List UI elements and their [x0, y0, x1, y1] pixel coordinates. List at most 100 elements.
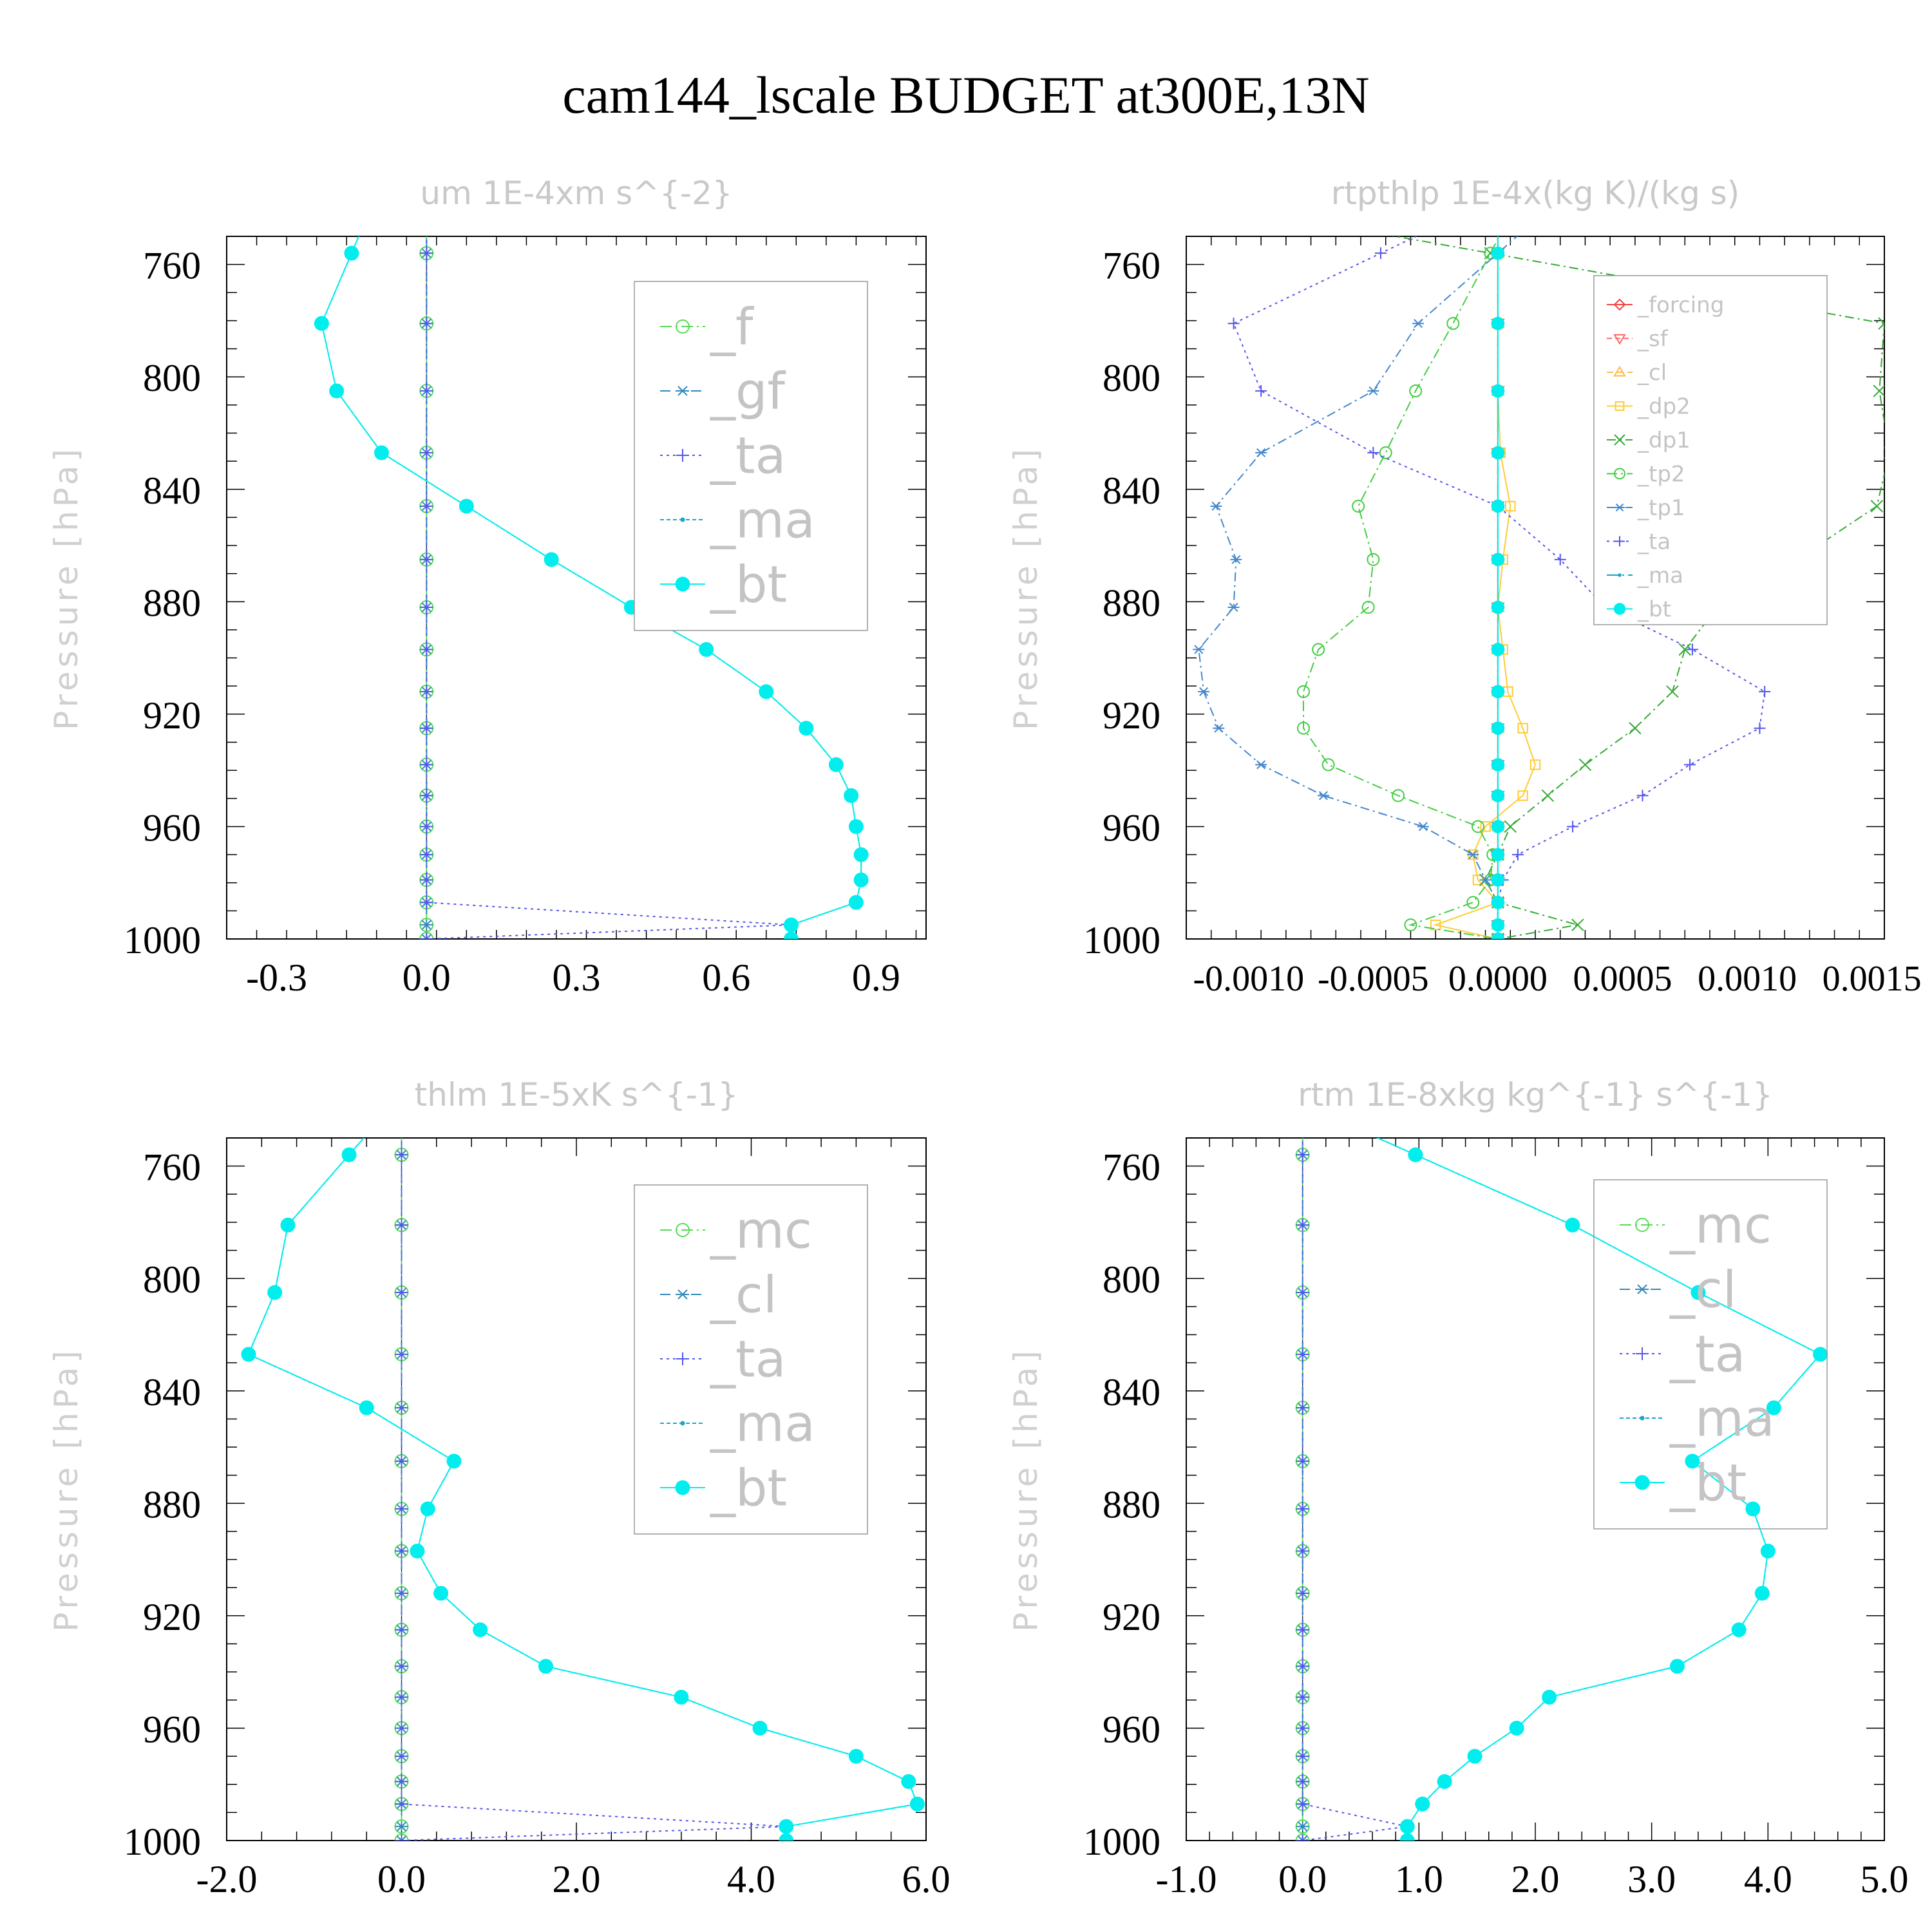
data-point-bt [544, 552, 559, 567]
y-tick-label: 800 [143, 357, 201, 399]
data-point-ta [1227, 317, 1240, 330]
legend-label: _dp1 [1637, 428, 1690, 453]
data-point-ta [420, 553, 433, 566]
y-axis-label: Pressure [hPa] [48, 1347, 85, 1632]
y-tick-label: 1000 [124, 919, 201, 961]
data-point-bt [420, 1501, 435, 1517]
panel-title: rtm 1E-8xkg kg^{-1} s^{-1} [1298, 1076, 1773, 1113]
data-point-bt [329, 383, 345, 399]
data-point-ta [420, 933, 433, 939]
data-point-bt [1437, 1774, 1452, 1789]
data-point-bt [1491, 246, 1505, 260]
data-point-bt [1491, 685, 1505, 699]
data-point-bt [909, 1796, 925, 1812]
data-point-bt [314, 316, 329, 331]
legend-marker [675, 576, 690, 592]
data-point-bt [280, 1217, 296, 1233]
data-point-bt [1565, 1217, 1580, 1233]
series-line-ta [1302, 1138, 1408, 1841]
data-point-bt [459, 498, 474, 514]
data-point-bt [1690, 1285, 1706, 1300]
data-point-ta [395, 1660, 408, 1673]
data-point-bt [1669, 1658, 1685, 1674]
legend-marker [676, 386, 689, 396]
data-point-tp1 [1467, 850, 1479, 860]
data-point-tp1 [1367, 386, 1379, 396]
data-point-bt [1685, 1454, 1700, 1469]
data-point-ta [1296, 1348, 1309, 1361]
panel-title: rtpthlp 1E-4x(kg K)/(kg s) [1331, 175, 1739, 212]
legend-label: _dp2 [1637, 393, 1690, 419]
x-tick-label: -0.0010 [1193, 959, 1304, 999]
data-point-ta [1296, 1834, 1309, 1841]
x-tick-label: 0.9 [852, 956, 900, 999]
panels-container: um 1E-4xm s^{-2} Pressure [hPa] 760 800 840 8… [48, 175, 1922, 1900]
x-tick-label: -2.0 [196, 1858, 258, 1900]
legend-marker [1613, 298, 1626, 311]
legend-marker [1615, 401, 1625, 411]
data-point-bt [1491, 384, 1505, 398]
data-point-ta [1374, 247, 1387, 260]
data-point-ta [1296, 1218, 1309, 1232]
panel-title: thlm 1E-5xK s^{-1} [415, 1076, 739, 1113]
legend-label: _tp2 [1637, 461, 1685, 487]
y-tick-label: 760 [143, 245, 201, 287]
legend-marker [675, 1480, 690, 1495]
legend-marker [676, 1352, 689, 1365]
x-tick-label: -1.0 [1156, 1858, 1217, 1900]
legend-label: _ta [1669, 1325, 1745, 1383]
data-point-ta [420, 446, 433, 460]
legend-marker [1635, 1218, 1649, 1232]
data-point-dp1 [1873, 384, 1884, 397]
data-point-ta [1296, 1502, 1309, 1516]
legend-marker [1640, 1416, 1645, 1421]
y-tick-label: 1000 [124, 1821, 201, 1863]
data-point-ta [1296, 1721, 1309, 1735]
x-tick-label: 0.0015 [1823, 959, 1922, 999]
data-point-tp2 [1352, 499, 1365, 513]
data-point-bt [1754, 1586, 1770, 1601]
data-point-ta [395, 1834, 408, 1841]
y-tick-label: 840 [143, 1371, 201, 1414]
data-point-bt [344, 245, 359, 261]
data-point-bt [1491, 721, 1505, 735]
y-tick-label: 760 [1103, 1146, 1160, 1189]
data-point-bt [1491, 600, 1505, 614]
data-point-ta [1296, 1623, 1309, 1636]
x-tick-label: 2.0 [1511, 1858, 1560, 1900]
data-point-bt [699, 642, 714, 658]
data-point-tp2 [1312, 643, 1325, 656]
data-point-ta [420, 896, 433, 909]
data-point-tp2 [1392, 789, 1405, 802]
data-point-dp1 [1578, 758, 1592, 772]
legend-marker [1614, 434, 1625, 446]
data-point-ta [395, 1148, 408, 1162]
data-point-bt [848, 895, 864, 910]
data-point-ta [395, 1401, 408, 1414]
data-point-ta [395, 1286, 408, 1300]
legend-marker [676, 449, 689, 462]
y-tick-label: 960 [1103, 806, 1160, 849]
data-point-bt [241, 1347, 256, 1362]
data-point-bt [1415, 1796, 1430, 1812]
data-point-bt [799, 721, 814, 736]
data-point-tp1 [1198, 687, 1210, 696]
data-point-tp2 [1361, 601, 1375, 614]
data-point-ta [395, 1721, 408, 1735]
y-tick-label: 840 [143, 469, 201, 512]
legend-marker [1636, 1284, 1649, 1294]
y-axis-label: Pressure [hPa] [48, 445, 85, 730]
data-point-ta [1296, 1454, 1309, 1468]
series-layer [1295, 1138, 1828, 1841]
data-point-ta [1296, 1660, 1309, 1673]
legend-box [1593, 1179, 1828, 1530]
data-point-dp2 [1505, 500, 1516, 512]
data-point-tp2 [1321, 758, 1335, 772]
data-point-ta [1567, 820, 1579, 833]
x-tick-label: 0.0 [377, 1858, 426, 1900]
legend-label: _bt [710, 1459, 787, 1517]
data-point-ta [420, 247, 433, 260]
data-point-bt [1760, 1544, 1776, 1559]
data-point-bt [1542, 1689, 1557, 1705]
data-point-bt [784, 917, 799, 933]
